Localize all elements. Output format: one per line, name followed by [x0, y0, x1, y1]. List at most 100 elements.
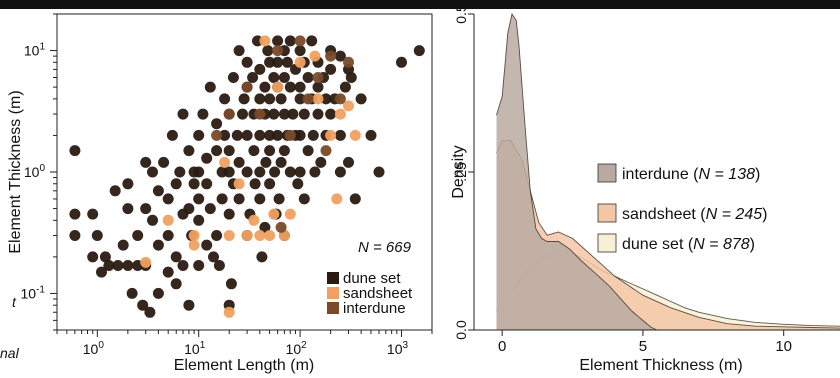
scatter-point-sandsheet-22: [219, 156, 231, 168]
scatter-point-dune-set-20: [147, 166, 158, 178]
scatter-point-dune-set-127: [294, 93, 306, 105]
scatter-point-dune-set-31: [170, 178, 182, 190]
density-area-interdune: [496, 14, 657, 330]
scatter-x-tick-label: 100: [83, 340, 105, 357]
density-legend-swatch-sandsheet: [597, 203, 617, 223]
density-chart: 0.0 .25 0.5 0 5 10 Element Thickness (m) Dens…: [450, 4, 840, 374]
legend-swatch-sandsheet: [327, 287, 339, 299]
scatter-point-dune-set-9: [112, 260, 124, 271]
scatter-point-dune-set-46: [197, 108, 209, 120]
density-x-tick-label: 10: [775, 338, 792, 355]
scatter-point-dune-set-33: [177, 108, 189, 120]
scatter-point-dune-set-74: [241, 56, 253, 68]
density-legend-swatch-interdune: [597, 163, 617, 183]
scatter-point-sandsheet-12: [294, 56, 306, 68]
scatter-point-interdune-0: [211, 129, 223, 141]
scatter-point-sandsheet-6: [254, 230, 266, 241]
scatter-point-dune-set-167: [259, 221, 271, 233]
scatter-point-sandsheet-4: [241, 230, 253, 241]
density-legend-label-sandsheet: sandsheet (N = 245): [622, 206, 767, 223]
scatter-point-dune-set-138: [309, 166, 321, 178]
density-y-tick-label: .25: [453, 162, 469, 182]
scatter-point-dune-set-118: [284, 35, 296, 47]
scatter-point-interdune-2: [254, 108, 266, 120]
scatter-point-dune-set-28: [162, 230, 174, 241]
scatter-point-dune-set-165: [140, 156, 152, 168]
scatter-point-dune-set-159: [365, 129, 377, 141]
scatter-point-interdune-5: [312, 72, 324, 83]
scatter-point-dune-set-156: [345, 72, 357, 83]
scatter-point-sandsheet-9: [272, 81, 284, 93]
scatter-point-dune-set-101: [268, 108, 280, 120]
scatter-point-interdune-4: [302, 93, 314, 105]
density-legend-label-interdune: interdune (N = 138): [622, 166, 760, 183]
scatter-point-dune-set-30: [170, 251, 182, 263]
scatter-point-dune-set-168: [183, 299, 195, 311]
scatter-point-dune-set-91: [259, 81, 271, 93]
legend-label-interdune: interdune: [343, 300, 406, 317]
scatter-point-dune-set-164: [122, 203, 134, 215]
scatter-point-interdune-11: [343, 56, 354, 68]
scatter-point-dune-set-99: [264, 178, 276, 190]
scatter-y-tick-label: 101: [24, 42, 46, 59]
scatter-point-sandsheet-23: [309, 50, 321, 62]
scatter-point-dune-set-120: [284, 166, 296, 178]
scatter-point-sandsheet-7: [264, 230, 276, 241]
scatter-point-dune-set-146: [325, 63, 337, 75]
scatter-point-dune-set-58: [219, 93, 231, 105]
density-y-axis-label: Density: [450, 145, 467, 198]
scatter-point-dune-set-139: [312, 81, 324, 93]
scatter-point-dune-set-110: [275, 156, 287, 168]
scatter-point-dune-set-109: [275, 93, 287, 105]
scatter-point-interdune-10: [294, 35, 306, 47]
scatter-point-dune-set-42: [193, 166, 205, 178]
scatter-point-dune-set-59: [219, 129, 231, 141]
scatter-point-sandsheet-8: [268, 208, 280, 220]
scatter-n-annotation: N = 669: [358, 239, 412, 256]
scatter-point-dune-set-102: [269, 166, 281, 178]
scatter-point-dune-set-121: [287, 108, 299, 120]
scatter-y-axis: 10-1 100 101: [21, 13, 57, 331]
left-edge-fragment-2: nal: [0, 345, 19, 361]
scatter-point-dune-set-61: [223, 145, 235, 157]
scatter-point-dune-set-19: [144, 306, 156, 318]
scatter-point-dune-set-114: [278, 145, 290, 157]
density-y-tick-label: 0.0: [453, 320, 469, 340]
scatter-point-dune-set-10: [117, 239, 129, 251]
scatter-point-sandsheet-17: [349, 129, 361, 141]
scatter-point-dune-set-5: [99, 251, 111, 263]
scatter-point-dune-set-134: [302, 145, 314, 157]
scatter-point-sandsheet-14: [325, 129, 337, 141]
scatter-point-sandsheet-24: [331, 193, 343, 205]
scatter-point-dune-set-35: [177, 260, 189, 271]
scatter-point-dune-set-21: [147, 214, 158, 226]
scatter-point-interdune-7: [334, 93, 346, 105]
scatter-point-dune-set-80: [247, 72, 259, 83]
scatter-point-dune-set-157: [349, 193, 361, 205]
scatter-point-dune-set-126: [294, 81, 306, 93]
scatter-point-interdune-13: [320, 145, 332, 157]
density-x-axis-label: Element Thickness (m): [579, 357, 742, 374]
scatter-point-sandsheet-16: [343, 100, 354, 112]
scatter-point-dune-set-128: [294, 129, 306, 141]
scatter-point-dune-set-66: [227, 72, 239, 83]
scatter-point-dune-set-150: [334, 50, 346, 62]
scatter-point-dune-set-47: [201, 152, 213, 164]
scatter-point-dune-set-94: [262, 45, 274, 57]
scatter-point-dune-set-82: [248, 145, 260, 157]
legend-label-sandsheet: sandsheet: [343, 285, 413, 302]
scatter-point-dune-set-11: [122, 178, 134, 190]
scatter-point-dune-set-14: [132, 230, 144, 241]
density-legend-swatch-dune-set: [597, 233, 617, 253]
scatter-point-sandsheet-11: [284, 208, 296, 220]
scatter-point-dune-set-89: [254, 193, 266, 205]
scatter-chart: 100 101 102 103 10-1 100 101 Element Length (…: [7, 13, 433, 374]
scatter-x-axis-label: Element Length (m): [174, 357, 315, 374]
scatter-point-dune-set-112: [278, 72, 290, 83]
scatter-point-dune-set-24: [152, 287, 164, 299]
scatter-y-tick-label: 100: [24, 163, 46, 180]
scatter-point-dune-set-43: [193, 193, 205, 205]
scatter-point-dune-set-105: [272, 56, 284, 68]
scatter-point-dune-set-90: [256, 251, 268, 263]
scatter-point-sandsheet-20: [188, 239, 200, 251]
